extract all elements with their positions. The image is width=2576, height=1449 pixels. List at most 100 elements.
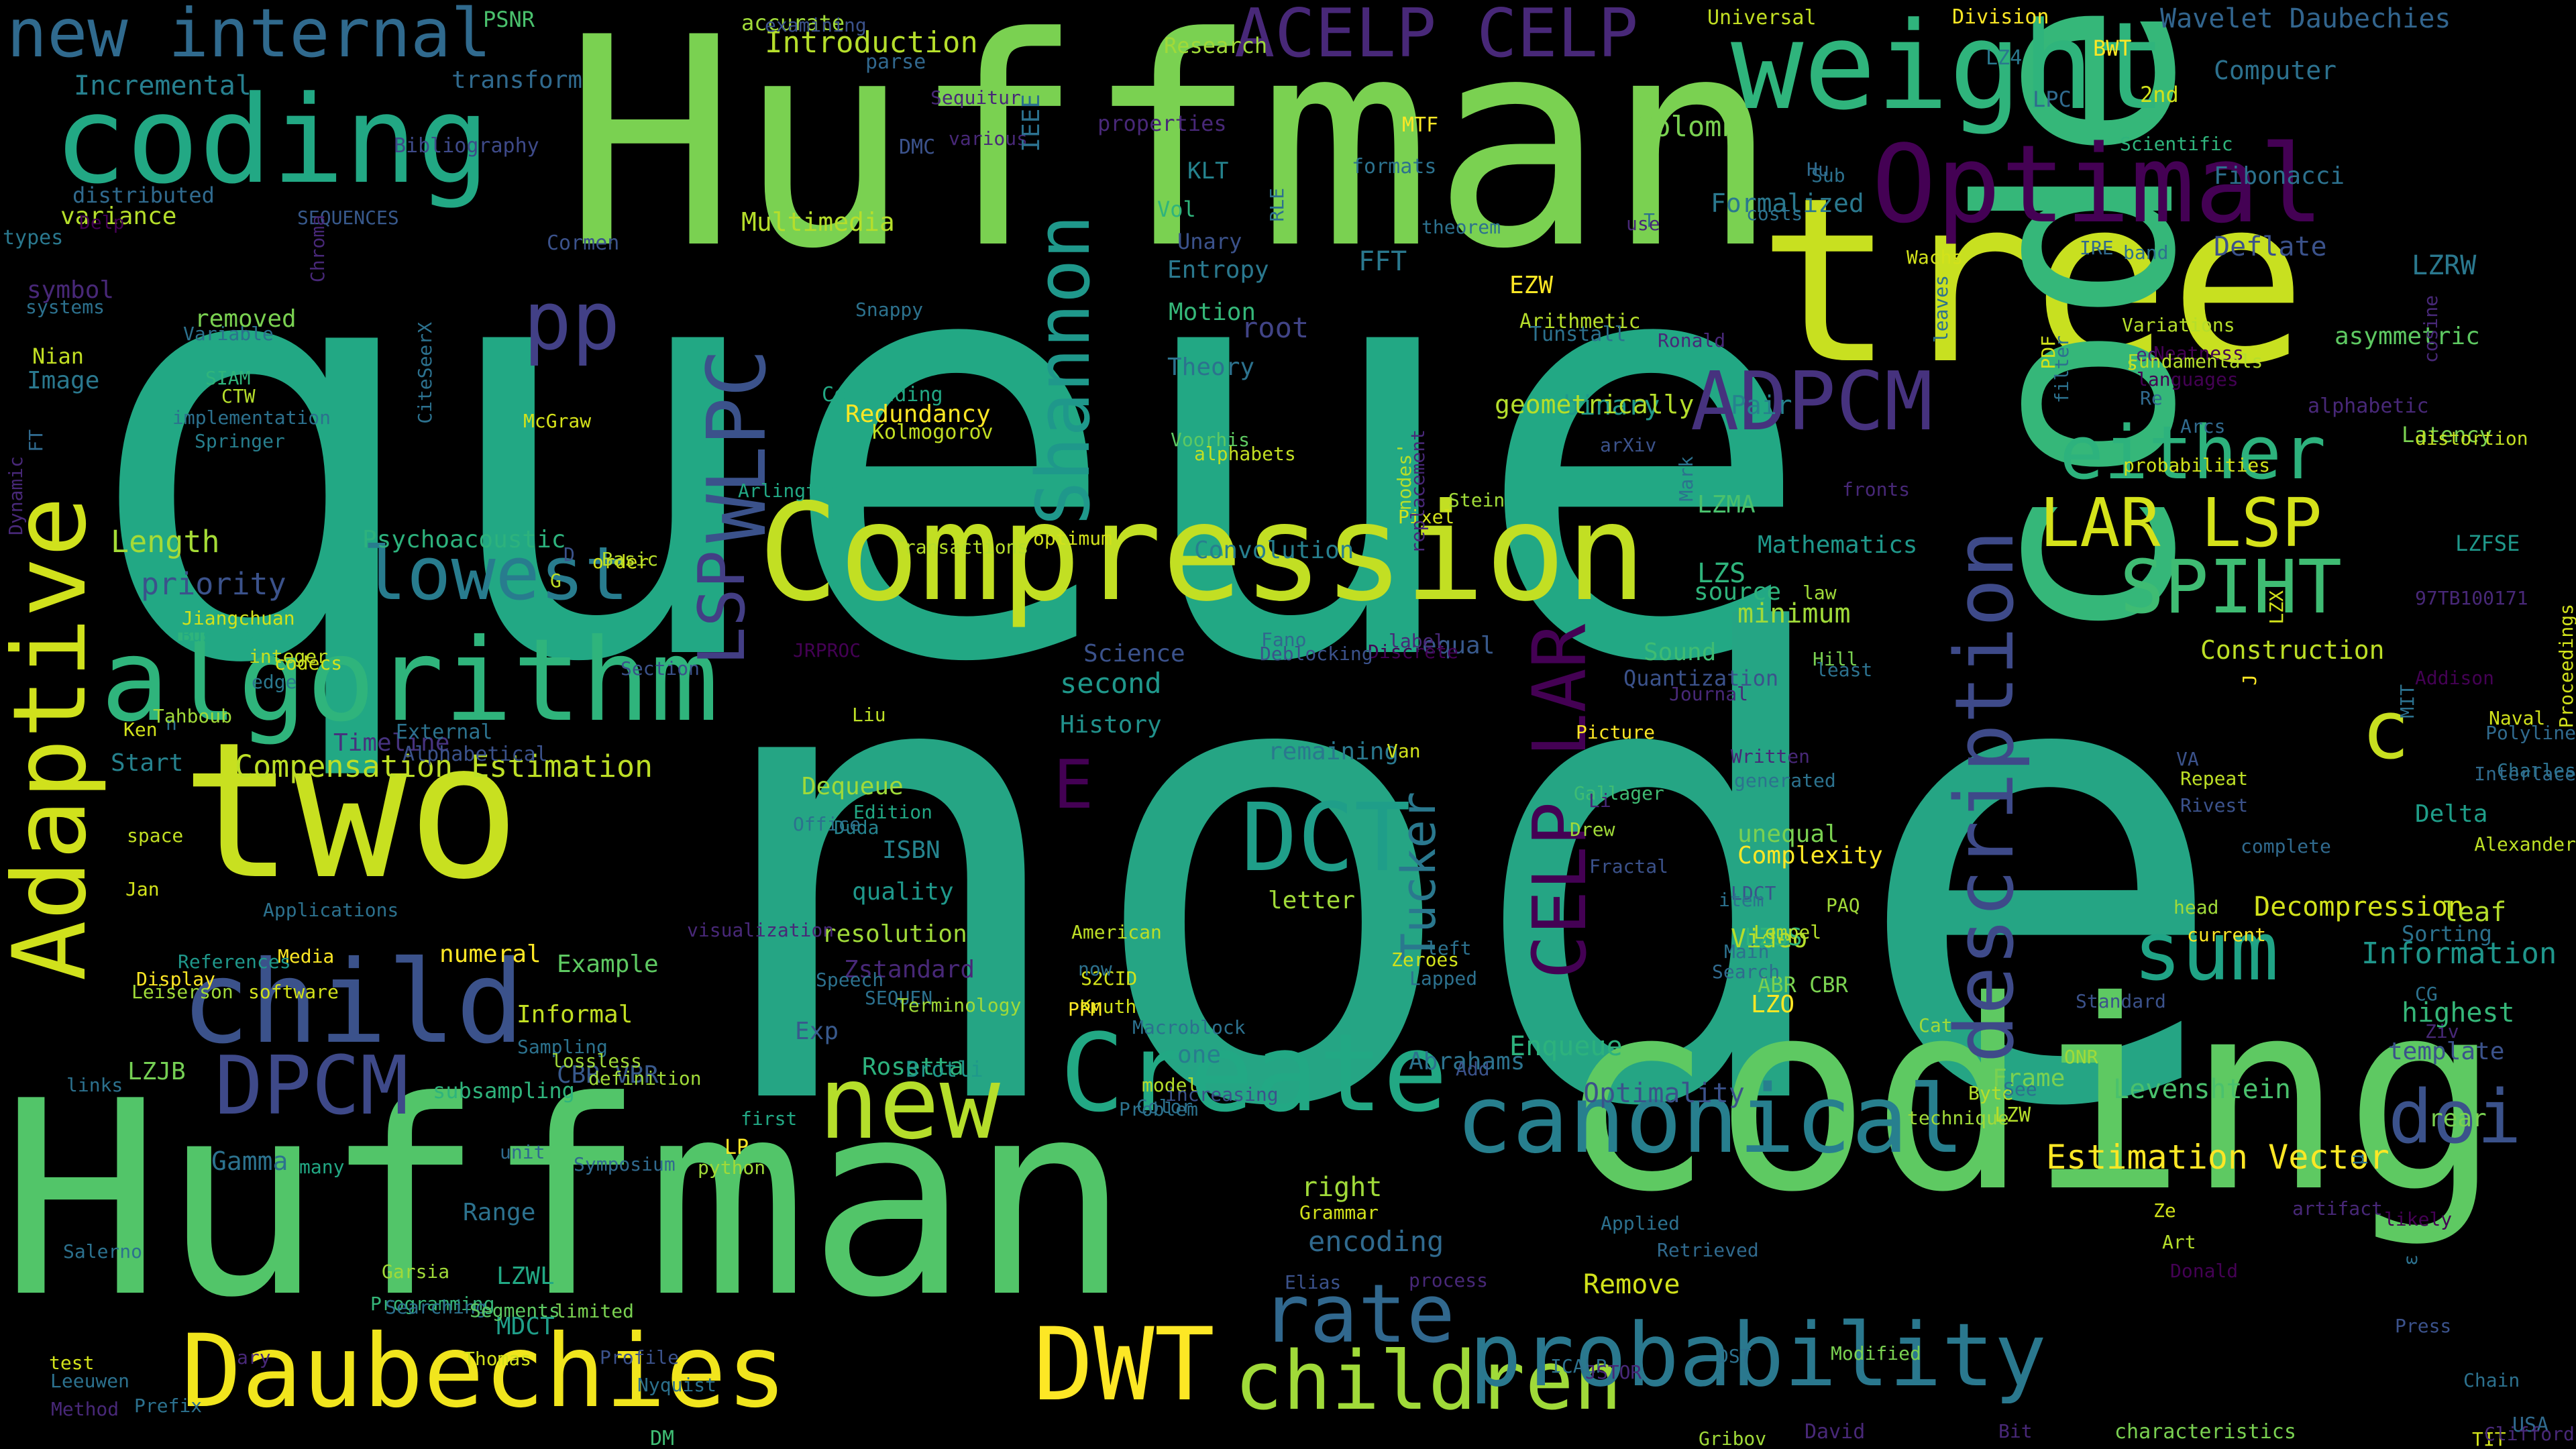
cloud-word: Zstandard <box>844 956 975 983</box>
cloud-word: SPIHT <box>2120 544 2343 630</box>
cloud-word: Delp <box>79 211 125 233</box>
cloud-word: Zeroes <box>1391 949 1460 971</box>
cloud-word: Mathematics <box>1758 531 1918 559</box>
cloud-word: languages <box>2137 368 2239 390</box>
cloud-word: letter <box>1268 887 1356 914</box>
cloud-word: Universal <box>1707 6 1817 30</box>
cloud-word: Enqueue <box>1509 1031 1623 1062</box>
cloud-word: USA <box>2512 1413 2549 1437</box>
cloud-word: Modified <box>1831 1342 1921 1364</box>
cloud-word: Segments <box>470 1299 560 1322</box>
cloud-word: LZS <box>1697 558 1746 589</box>
cloud-word: sum <box>2133 906 2279 999</box>
cloud-word: parse <box>865 50 926 74</box>
cloud-word: Sound <box>1644 639 1717 666</box>
cloud-word: Companding <box>822 383 943 407</box>
cloud-word: head <box>2174 896 2219 918</box>
cloud-word: Springer <box>195 430 285 452</box>
cloud-word: SIAM <box>205 367 251 389</box>
cloud-word: Fractal <box>1589 855 1669 877</box>
cloud-word: Tunstall <box>1529 323 1627 346</box>
cloud-word: Speech <box>816 969 884 991</box>
cloud-word: Estimation Vector <box>2046 1138 2390 1177</box>
cloud-word: ACELP CELP <box>1234 0 1639 72</box>
cloud-word: Adaptive <box>0 496 109 981</box>
cloud-word: J <box>2239 674 2261 686</box>
cloud-word: Transactions <box>893 536 1029 558</box>
cloud-word: Arithmetic <box>1519 310 1641 333</box>
cloud-word: LZJB <box>127 1058 186 1085</box>
cloud-word: Unary <box>1177 229 1242 254</box>
cloud-word: nodes' <box>1393 443 1415 511</box>
cloud-word: SEQUEN <box>865 987 933 1009</box>
cloud-word: ISBN <box>882 837 941 864</box>
cloud-word: LZWL <box>496 1263 555 1290</box>
cloud-word: source <box>1694 578 1782 606</box>
cloud-word: Tahboub <box>153 705 233 727</box>
cloud-word: resolution <box>822 920 967 948</box>
cloud-word: artifact <box>2292 1197 2383 1220</box>
cloud-word: Gamma <box>211 1146 288 1176</box>
cloud-word: Terminology <box>897 994 1022 1016</box>
cloud-word: Image <box>27 367 100 394</box>
cloud-word: Gribov <box>1699 1428 1767 1449</box>
cloud-word: s <box>2127 352 2138 374</box>
cloud-word: Sampling <box>517 1036 608 1058</box>
cloud-word: LZX <box>2265 590 2288 625</box>
cloud-word: CTW <box>221 385 256 407</box>
cloud-word: increasing <box>1165 1083 1279 1106</box>
cloud-word: Profile <box>600 1346 680 1368</box>
cloud-word: remaining <box>1268 738 1399 765</box>
cloud-word: Naval <box>2489 707 2546 729</box>
cloud-word: LZSS <box>1744 924 1803 951</box>
cloud-word: Ronald <box>1658 329 1726 352</box>
cloud-word: Theory <box>1167 354 1255 381</box>
cloud-word: Example <box>557 951 659 978</box>
cloud-word: IRE <box>2080 237 2114 259</box>
cloud-word: costs <box>1746 203 1803 225</box>
cloud-word: coding <box>1556 945 2502 1249</box>
cloud-word: alphabetic <box>2308 394 2429 418</box>
cloud-word: Programming <box>370 1293 495 1315</box>
cloud-word: Interlace <box>2474 763 2576 785</box>
cloud-word: Section <box>621 657 700 680</box>
cloud-word: Pair <box>1731 390 1792 420</box>
cloud-word: Basic <box>602 548 659 570</box>
cloud-word: either <box>2059 410 2326 496</box>
cloud-word: TIT <box>2472 1428 2506 1449</box>
cloud-word: weight <box>1731 0 2167 137</box>
cloud-word: Edition <box>853 801 933 823</box>
cloud-word: Remove <box>1583 1269 1680 1300</box>
cloud-word: fronts <box>1842 478 1911 500</box>
cloud-word: DMC <box>899 136 936 159</box>
cloud-word: DWT <box>1033 1307 1215 1424</box>
cloud-word: LZMA <box>1697 491 1756 519</box>
cloud-word: Entropy <box>1167 256 1269 284</box>
cloud-word: BWT <box>2093 36 2132 61</box>
cloud-word: Latency <box>2402 422 2492 447</box>
cloud-word: Dequeue <box>802 773 904 800</box>
cloud-word: numeral <box>439 941 541 968</box>
cloud-word: LPC <box>2033 87 2072 112</box>
cloud-word: 2nd <box>2140 82 2179 107</box>
cloud-word: LZRW <box>2412 250 2477 281</box>
cloud-word: many <box>299 1156 345 1178</box>
cloud-word: Bibliography <box>394 134 539 158</box>
cloud-word: Multimedia <box>741 207 895 237</box>
cloud-word: Problem <box>1119 1098 1199 1120</box>
cloud-word: Delta <box>2415 800 2488 828</box>
cloud-word: coding <box>54 70 490 211</box>
cloud-word: Color <box>1136 1095 1193 1118</box>
cloud-word: Salerno <box>63 1240 143 1263</box>
cloud-word: now <box>1078 958 1112 980</box>
cloud-word: doi <box>2388 1074 2522 1160</box>
cloud-word: Ziv <box>2425 1020 2459 1042</box>
cloud-word: Mark <box>1675 456 1697 502</box>
cloud-word: Rivest <box>2180 794 2249 816</box>
cloud-word: minimum <box>1737 598 1851 629</box>
cloud-word: Jan <box>125 878 160 900</box>
cloud-word: Hill <box>1813 648 1858 670</box>
cloud-word: E <box>1053 745 1094 824</box>
cloud-word: subsampling <box>433 1078 575 1104</box>
cloud-word: probability <box>1469 1304 2047 1406</box>
